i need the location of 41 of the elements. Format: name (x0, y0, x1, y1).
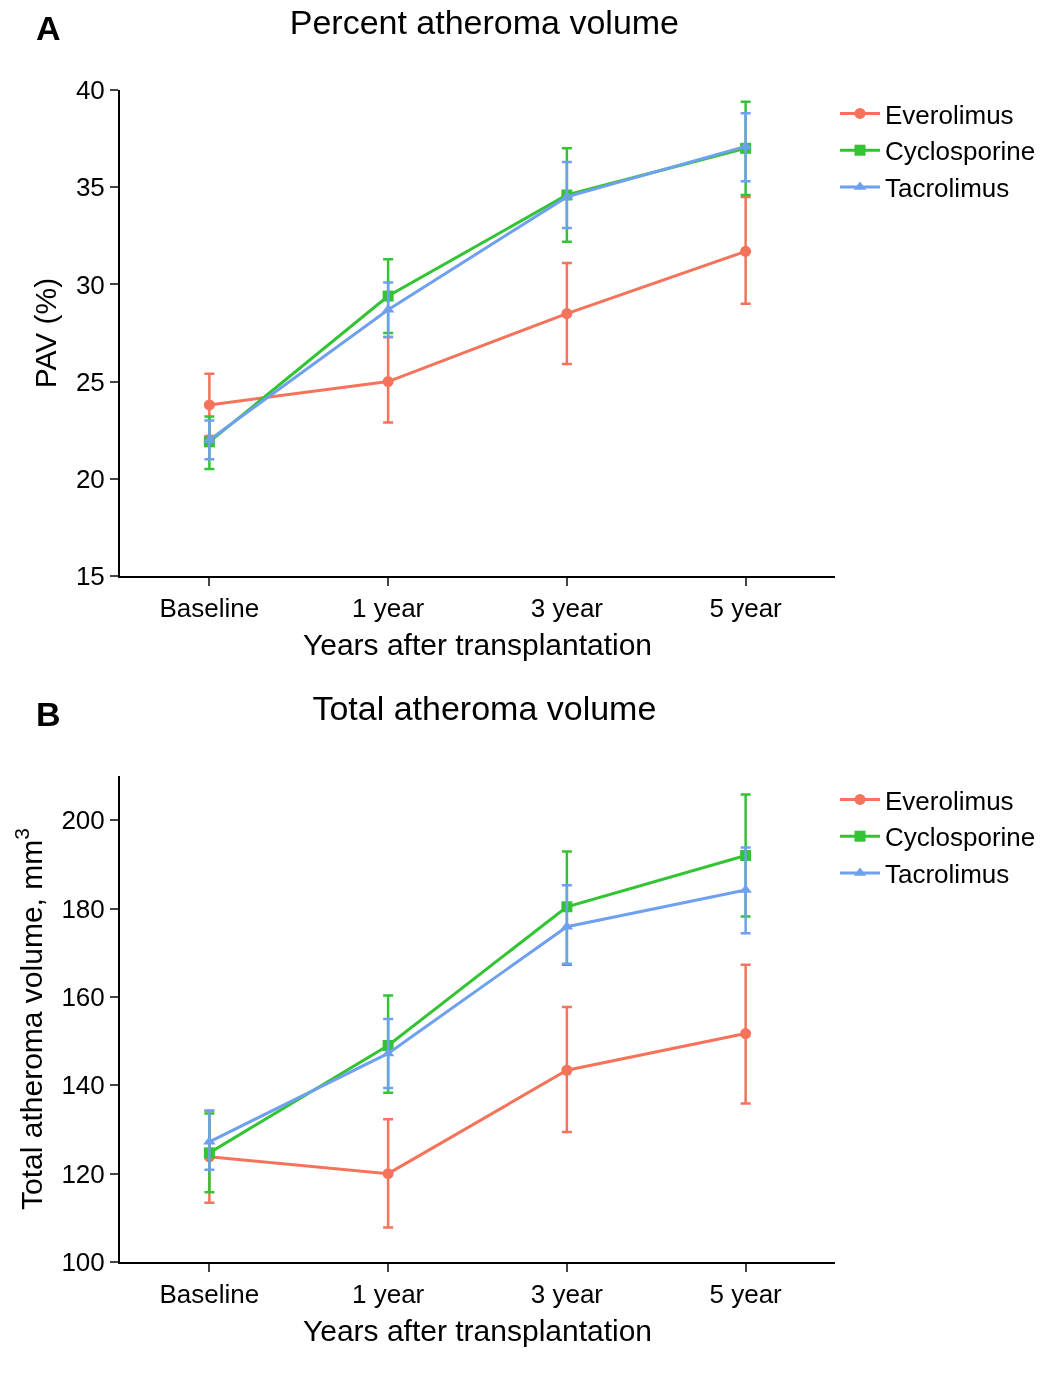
y-tick-label: 200 (61, 805, 105, 836)
point (561, 1064, 573, 1076)
y-tick-label: 35 (75, 172, 105, 203)
y-tick-label: 100 (61, 1247, 105, 1278)
point (740, 1028, 752, 1040)
x-tick-label: Baseline (159, 593, 260, 624)
y-tick-label: 30 (75, 269, 105, 300)
point (740, 245, 752, 257)
x-tick-label: Baseline (159, 1279, 260, 1310)
x-tick-label: 1 year (352, 593, 425, 624)
y-tick-label: 180 (61, 893, 105, 924)
point (382, 1168, 394, 1180)
chart-title: Total atheroma volume (312, 689, 657, 728)
legend-label: Everolimus (885, 99, 1014, 130)
y-tick-label: 160 (61, 982, 105, 1013)
legend-label: Cyclosporine (885, 136, 1036, 167)
x-tick-label: 5 year (709, 593, 783, 624)
y-tick-label: 140 (61, 1070, 105, 1101)
point (382, 376, 394, 388)
text: A (36, 9, 61, 47)
y-tick-label: 15 (75, 561, 105, 592)
x-tick-label: 1 year (352, 1279, 425, 1310)
y-axis-title: PAV (%) (29, 277, 63, 389)
legend-label: Everolimus (885, 785, 1014, 816)
x-tick-label: 5 year (709, 1279, 783, 1310)
legend-label: Tacrolimus (885, 173, 1010, 204)
point (203, 399, 215, 411)
legend-label: Tacrolimus (885, 859, 1010, 890)
x-tick-label: 3 year (530, 1279, 604, 1310)
y-tick-label: 25 (75, 366, 105, 397)
legend-label: Cyclosporine (885, 822, 1036, 853)
x-axis-title: Years after transplantation (302, 1314, 653, 1348)
y-tick-label: 120 (61, 1158, 105, 1189)
text: B (36, 695, 61, 733)
point (561, 308, 573, 320)
chart-title: Percent atheroma volume (289, 3, 680, 42)
x-tick-label: 3 year (530, 593, 604, 624)
y-tick-label: 20 (75, 463, 105, 494)
x-axis-title: Years after transplantation (302, 628, 653, 662)
y-tick-label: 40 (75, 75, 105, 106)
point (381, 1047, 395, 1057)
